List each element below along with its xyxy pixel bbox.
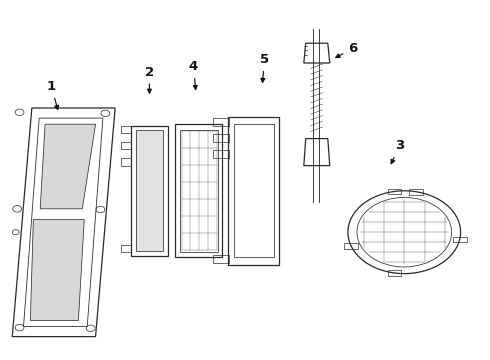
- Polygon shape: [30, 220, 84, 320]
- Bar: [131, 126, 168, 256]
- Text: 2: 2: [145, 66, 154, 93]
- Bar: [136, 130, 163, 251]
- Bar: [228, 117, 279, 265]
- Text: 1: 1: [47, 80, 59, 109]
- Text: 6: 6: [336, 42, 357, 58]
- Bar: [180, 130, 218, 252]
- Bar: [213, 134, 229, 142]
- Bar: [344, 243, 358, 249]
- Bar: [121, 142, 131, 149]
- Bar: [175, 124, 222, 257]
- Bar: [388, 270, 401, 276]
- Bar: [213, 150, 229, 158]
- Bar: [453, 237, 466, 242]
- Bar: [409, 189, 423, 195]
- Polygon shape: [40, 124, 96, 209]
- Text: 3: 3: [391, 139, 404, 164]
- Bar: [213, 255, 229, 263]
- Text: 4: 4: [189, 60, 198, 90]
- Bar: [121, 245, 131, 252]
- Bar: [213, 118, 229, 126]
- Bar: [388, 189, 401, 194]
- Bar: [121, 158, 131, 166]
- Bar: [234, 124, 274, 257]
- Bar: [121, 126, 131, 133]
- Text: 5: 5: [260, 53, 269, 82]
